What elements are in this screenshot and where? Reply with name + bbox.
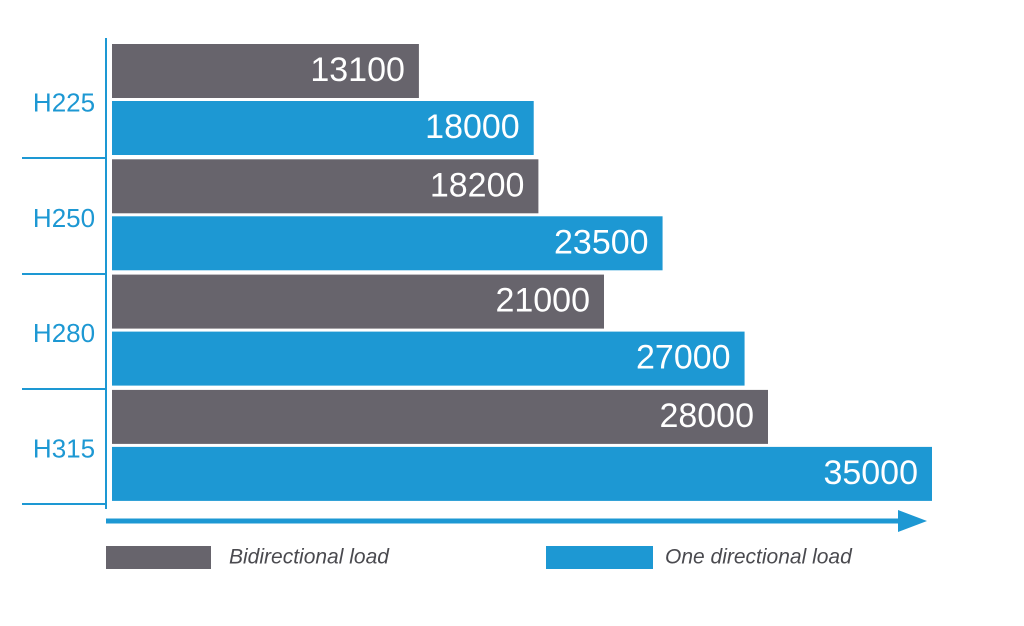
- data-label: 23500: [554, 223, 649, 261]
- bar: [112, 216, 663, 271]
- data-label: 27000: [636, 339, 731, 377]
- data-label: 18000: [425, 108, 520, 146]
- data-label: 28000: [659, 397, 754, 435]
- bars: 13100 18000 18200 23500 21000 27000 28000 35000: [112, 44, 932, 501]
- data-label: 18200: [430, 166, 525, 204]
- data-label: 13100: [310, 51, 405, 89]
- category-label: H250: [33, 203, 95, 233]
- data-label: 21000: [495, 282, 590, 320]
- bar: [112, 331, 745, 386]
- legend-label: Bidirectional load: [229, 546, 390, 569]
- bar: [112, 389, 768, 444]
- bar: [112, 44, 419, 98]
- legend-swatch: [106, 546, 211, 569]
- bar: [112, 274, 604, 329]
- legend: Bidirectional load One directional load: [106, 546, 853, 569]
- x-axis-arrow: [106, 510, 927, 532]
- data-label: 35000: [823, 454, 918, 492]
- category-label: H280: [33, 318, 95, 348]
- category-label: H315: [33, 433, 95, 463]
- arrow-head-icon: [898, 510, 927, 532]
- y-axis: H225 H250 H280 H315: [22, 38, 107, 509]
- legend-swatch: [546, 546, 653, 569]
- bar: [112, 159, 539, 214]
- legend-label: One directional load: [665, 546, 853, 569]
- bar: [112, 101, 534, 155]
- bar: [112, 446, 932, 501]
- category-label: H225: [33, 88, 95, 118]
